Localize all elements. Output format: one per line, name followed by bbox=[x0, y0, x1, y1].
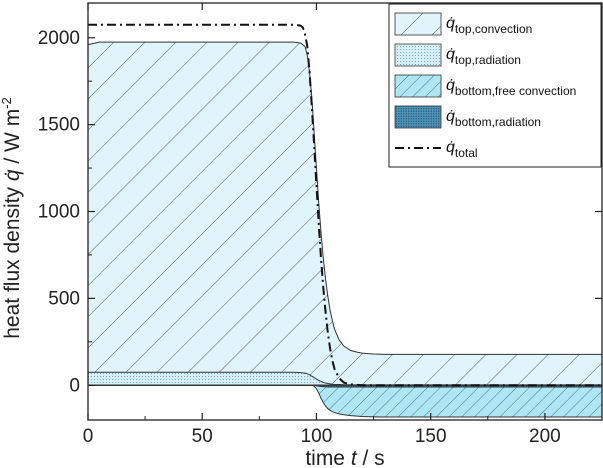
x-axis-title: time t / s bbox=[305, 447, 384, 468]
legend-swatch bbox=[394, 43, 442, 67]
x-axis-title-prefix: time bbox=[305, 447, 351, 468]
area-bottom-free-convection bbox=[88, 384, 602, 418]
y-tick-label: 1500 bbox=[38, 115, 80, 136]
x-tick-label: 100 bbox=[301, 426, 333, 447]
x-tick-label: 200 bbox=[529, 426, 561, 447]
legend-label: q̇top,radiation bbox=[446, 46, 521, 67]
y-tick-label: 500 bbox=[48, 288, 80, 309]
legend-swatch bbox=[394, 74, 442, 98]
legend: q̇top,convection q̇top,radiation q̇bottom,… bbox=[388, 3, 602, 168]
x-tick-label: 0 bbox=[83, 426, 94, 447]
x-tick-label: 50 bbox=[192, 426, 213, 447]
legend-label: q̇bottom,free convection bbox=[446, 77, 576, 98]
total-line-layer bbox=[88, 23, 602, 387]
legend-label-total: q̇total bbox=[446, 139, 478, 160]
legend-label: q̇top,convection bbox=[446, 15, 532, 36]
x-axis-title-var: t bbox=[351, 447, 358, 468]
area-layer bbox=[88, 41, 602, 418]
legend-swatch bbox=[394, 105, 442, 129]
x-tick-label: 150 bbox=[415, 426, 447, 447]
y-axis-title-prefix: heat flux density bbox=[1, 181, 24, 339]
y-tick-label: 1000 bbox=[38, 202, 80, 223]
y-tick-label: 0 bbox=[69, 375, 80, 396]
total-line bbox=[88, 23, 602, 387]
y-axis-title-sup: -2 bbox=[0, 97, 14, 109]
x-axis-title-unit: / s bbox=[357, 447, 385, 468]
legend-label: q̇bottom,radiation bbox=[446, 108, 541, 129]
y-axis-title: heat flux density q̇ / W m-2 bbox=[0, 97, 24, 339]
legend-swatch bbox=[394, 12, 442, 36]
area-top-convection bbox=[88, 41, 602, 386]
y-axis-title-var: q̇ bbox=[1, 169, 24, 181]
y-tick-label: 2000 bbox=[38, 28, 80, 49]
y-axis-title-unit: / W m bbox=[1, 109, 24, 170]
